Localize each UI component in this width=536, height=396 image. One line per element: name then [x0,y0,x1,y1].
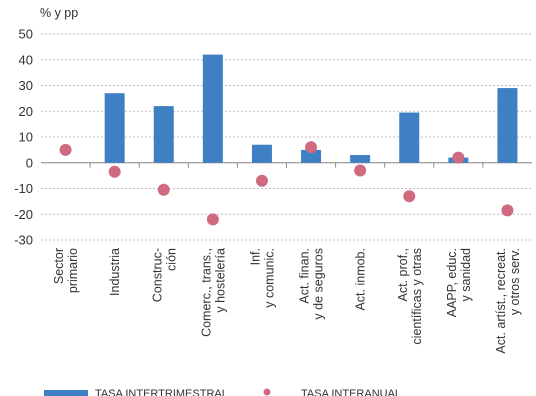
category-labels: Sector primario Industria Construc-ción Come… [52,248,522,354]
category-label: Construc- [150,248,164,302]
category-label: Act. artíst., recreat. [494,248,508,354]
data-point [255,174,268,187]
category-label: AAPP, educ. [445,248,459,317]
legend: TASA INTERTRIMESTRAL TASA INTERANUAL [44,388,401,396]
legend-label: TASA INTERTRIMESTRAL [95,388,228,396]
data-point [59,143,72,156]
legend-bar-swatch [44,390,88,396]
category-label: y comunic. [262,248,276,308]
y-tick-label: 50 [19,27,33,42]
y-tick-label: 30 [19,78,33,93]
category-label: Sector [52,248,66,284]
category-label: y sanidad [459,248,473,302]
bar [497,88,518,163]
y-tick-label: -10 [14,181,33,196]
bar [104,93,125,163]
category-label: ción [164,248,178,271]
category-label: Inf. [248,248,262,265]
category-label: y otros serv. [508,248,522,315]
legend-label: TASA INTERANUAL [301,388,401,396]
category-label: científicas y otras [410,248,424,345]
category-label: y hostelería [213,248,227,313]
data-point [501,204,514,217]
category-label: Act. finan. [298,248,312,304]
category-label: Comerc., trans., [199,248,213,337]
data-point [108,165,121,178]
bar [202,54,223,163]
data-point [452,151,465,164]
bar-series-intertrimestral [104,54,518,163]
data-point [354,164,367,177]
data-point [403,190,416,203]
data-point [157,183,170,196]
data-point [305,141,318,154]
bar [301,149,322,163]
y-axis-unit-label: % y pp [40,6,78,20]
y-tick-label: 10 [19,130,33,145]
bar [153,106,174,163]
y-tick-label: 40 [19,52,33,67]
bar [350,155,371,163]
y-tick-label: 20 [19,104,33,119]
y-tick-labels: -30 -20 -10 0 10 20 30 40 50 [14,27,33,248]
y-tick-label: -30 [14,233,33,248]
category-label: Industria [108,248,122,296]
dot-series-interanual [59,141,514,226]
category-label: primario [66,248,80,293]
category-label: y de seguros [312,248,326,320]
y-tick-label: -20 [14,207,33,222]
y-tick-label: 0 [26,155,33,170]
bar [251,144,272,163]
data-point [206,213,219,226]
bar [399,112,420,163]
category-label: Act. prof., [396,248,410,302]
legend-dot-swatch [263,388,271,396]
category-label: Act. inmob. [354,248,368,311]
